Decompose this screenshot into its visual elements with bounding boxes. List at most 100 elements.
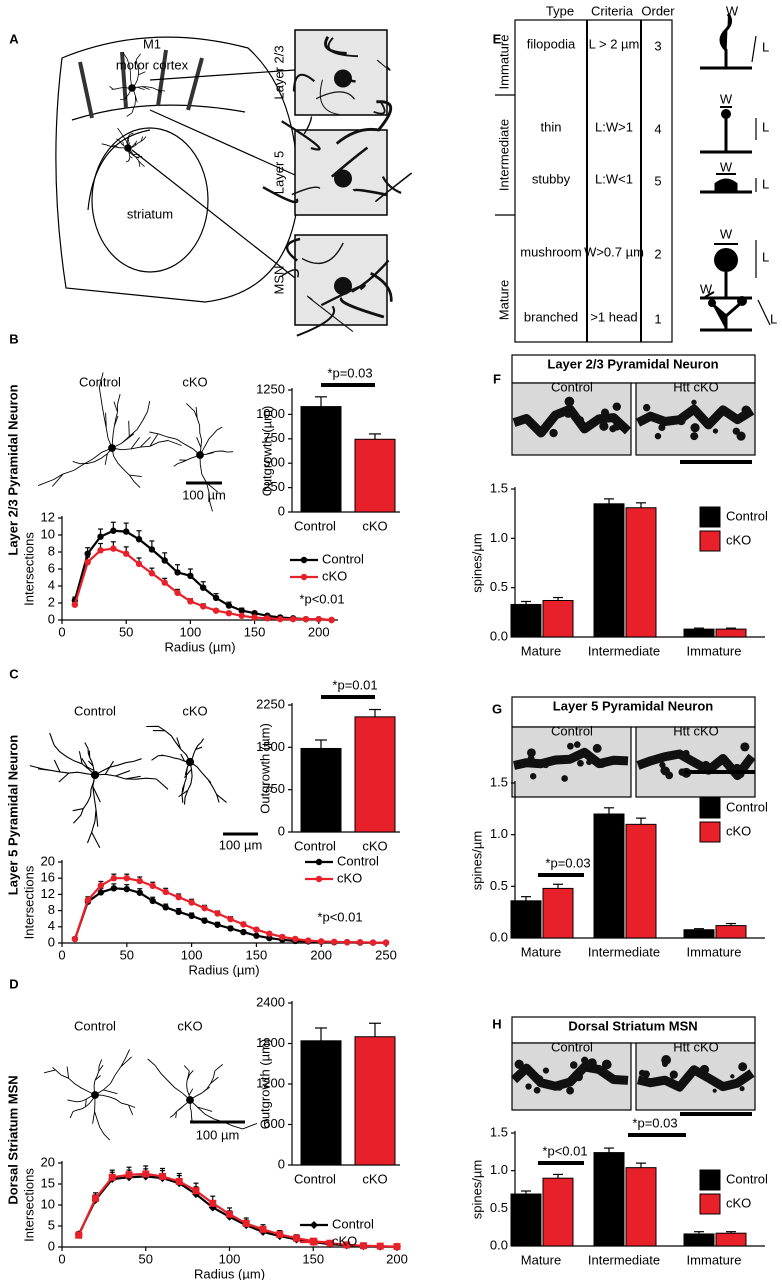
neuron-branch — [94, 758, 142, 776]
neuron-branch — [111, 393, 121, 449]
marker — [305, 937, 312, 944]
spine — [712, 428, 719, 434]
marker — [214, 910, 221, 917]
x-tick-label: Mature — [521, 1252, 561, 1267]
neuron-soma — [90, 770, 100, 780]
row-label: Layer 2/3 Pyramidal Neuron — [5, 384, 20, 555]
spine — [676, 416, 686, 426]
y-tick-label: 0 — [48, 934, 55, 949]
spine — [661, 1055, 672, 1065]
marker — [238, 612, 245, 619]
y-tick-label: 0.0 — [490, 929, 508, 944]
spine — [682, 749, 690, 757]
spine — [740, 742, 750, 752]
neuron-branch — [183, 1065, 194, 1101]
y-tick-label: 0.5 — [490, 579, 508, 594]
micrograph-title: Dorsal Striatum MSN — [568, 1018, 697, 1033]
marker — [225, 602, 233, 609]
bar — [300, 406, 342, 513]
table-header: Order — [641, 3, 675, 18]
marker — [326, 1239, 334, 1247]
y-tick-label: 20 — [41, 1154, 55, 1169]
legend-label: Control — [726, 799, 768, 814]
marker — [123, 875, 130, 882]
x-tick-label: 0 — [58, 624, 65, 639]
y-tick-label: 1500 — [256, 739, 285, 754]
inset-dendrite — [301, 242, 344, 265]
spine — [554, 1082, 564, 1091]
inset-dendrite — [376, 59, 391, 71]
inset-dendrite — [319, 79, 340, 115]
legend-label: cKO — [726, 1195, 751, 1210]
legend-label: cKO — [322, 568, 347, 583]
micrograph — [635, 1042, 756, 1111]
marker — [187, 598, 194, 605]
bar — [354, 1036, 396, 1166]
neuron-branch — [178, 761, 193, 805]
neuron-branch — [109, 85, 133, 90]
marker — [122, 528, 130, 535]
marker — [142, 1170, 150, 1178]
inset-dendrite — [292, 73, 316, 92]
x-tick-label: 200 — [308, 624, 330, 639]
spine — [567, 742, 574, 750]
spine — [642, 403, 651, 412]
legend-swatch — [699, 506, 721, 528]
spine-l: L — [762, 119, 769, 134]
bar — [593, 1152, 625, 1247]
y-tick-label: 1800 — [256, 1035, 285, 1050]
bar — [625, 823, 657, 939]
spine-l: L — [762, 176, 769, 191]
spine — [561, 775, 568, 782]
spine-shape — [700, 300, 752, 332]
spine — [612, 402, 622, 411]
marker — [382, 939, 390, 946]
x-tick-label: Immature — [687, 643, 742, 658]
spine-w: W — [720, 159, 733, 174]
row-label: Layer 5 Pyramidal Neuron — [5, 735, 20, 895]
marker — [71, 935, 79, 943]
table-cell: >1 head — [590, 309, 637, 324]
spine — [600, 408, 610, 417]
y-tick-label: 1.5 — [490, 774, 508, 789]
table-cell: 4 — [654, 121, 661, 136]
marker — [148, 570, 156, 577]
spine — [576, 416, 585, 425]
table-cell: L:W>1 — [595, 119, 633, 134]
neuron-branch — [94, 1049, 132, 1096]
spine — [542, 1067, 550, 1074]
marker — [110, 545, 117, 552]
table-cell: thin — [541, 119, 562, 134]
bar — [625, 507, 657, 638]
marker — [149, 897, 156, 905]
marker — [174, 569, 181, 576]
y-tick-label: 0 — [48, 1238, 55, 1253]
tracing-label: Control — [74, 703, 116, 718]
x-tick-label: cKO — [362, 1171, 387, 1186]
neuron-branch — [146, 725, 191, 763]
bar — [354, 716, 396, 833]
neuron-branch — [126, 87, 138, 117]
spine — [533, 1086, 541, 1094]
x-tick-label: 0 — [58, 1251, 65, 1266]
y-tick-label: 10 — [41, 526, 55, 541]
brain-label: striatum — [127, 206, 173, 221]
marker — [240, 921, 247, 928]
bar — [510, 603, 542, 638]
y-axis-label: spines/µm — [469, 831, 484, 891]
scale-label: 100 µm — [182, 487, 226, 502]
inset-label: Layer 2/3 — [271, 45, 286, 99]
spine — [597, 758, 607, 768]
inset-dendrite — [303, 116, 313, 135]
marker — [251, 614, 258, 621]
marker — [110, 875, 118, 882]
spine-head — [721, 109, 731, 119]
marker — [253, 926, 260, 933]
dendrite — [635, 404, 755, 430]
neuron-soma — [186, 1096, 194, 1104]
bar — [683, 1233, 715, 1247]
x-tick-label: Control — [294, 838, 336, 853]
y-axis-label: Intersections — [21, 865, 36, 939]
table-header: Criteria — [591, 3, 634, 18]
spine — [730, 1074, 735, 1079]
